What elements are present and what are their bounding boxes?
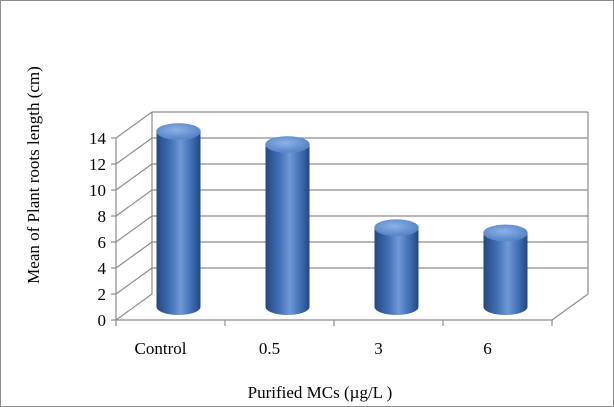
side-gridline-0: [115, 293, 153, 321]
y-tick-label: 2: [98, 285, 107, 304]
bar-cap: [374, 219, 419, 236]
grid-layer: [115, 111, 588, 321]
bar-body: [265, 144, 310, 315]
y-tick-label: 0: [98, 311, 107, 330]
bar-Control: [156, 123, 201, 315]
bar-6: [483, 224, 528, 315]
y-tick-label: 10: [89, 181, 106, 200]
label-layer: 0 2 4 6 8 10 12 14 Control 0.5 3 6: [89, 129, 492, 358]
bar-body: [374, 227, 419, 315]
side-gridline-4: [115, 241, 153, 269]
side-gridline-12: [115, 137, 153, 165]
bar-body: [156, 131, 201, 315]
x-tick-label: Control: [135, 339, 187, 358]
bar-0.5: [265, 136, 310, 315]
bar-3: [374, 219, 419, 315]
side-gridline-8: [115, 189, 153, 217]
x-axis-title: Purified MCs (µg/L ): [248, 383, 393, 402]
axis-layer: [111, 112, 589, 326]
y-tick-label: 8: [98, 207, 107, 226]
side-gridline-2: [115, 267, 153, 295]
bar-layer: [156, 123, 528, 315]
bar-cap: [156, 123, 201, 140]
side-gridline-14: [115, 111, 153, 139]
y-tick-label: 14: [89, 129, 107, 148]
x-tick-label: 0.5: [259, 339, 280, 358]
y-tick-label: 12: [89, 155, 106, 174]
bar-cap: [483, 224, 528, 242]
y-tick-label: 4: [98, 259, 107, 278]
y-tick-label: 6: [98, 233, 107, 252]
x-tick-label: 3: [374, 339, 383, 358]
side-gridline-10: [115, 163, 153, 191]
x-tick-label: 6: [483, 339, 492, 358]
side-gridline-6: [115, 215, 153, 243]
bar-cap: [265, 136, 310, 153]
bar-body: [483, 232, 528, 315]
y-axis-title: Mean of Plant roots length (cm): [24, 66, 43, 284]
